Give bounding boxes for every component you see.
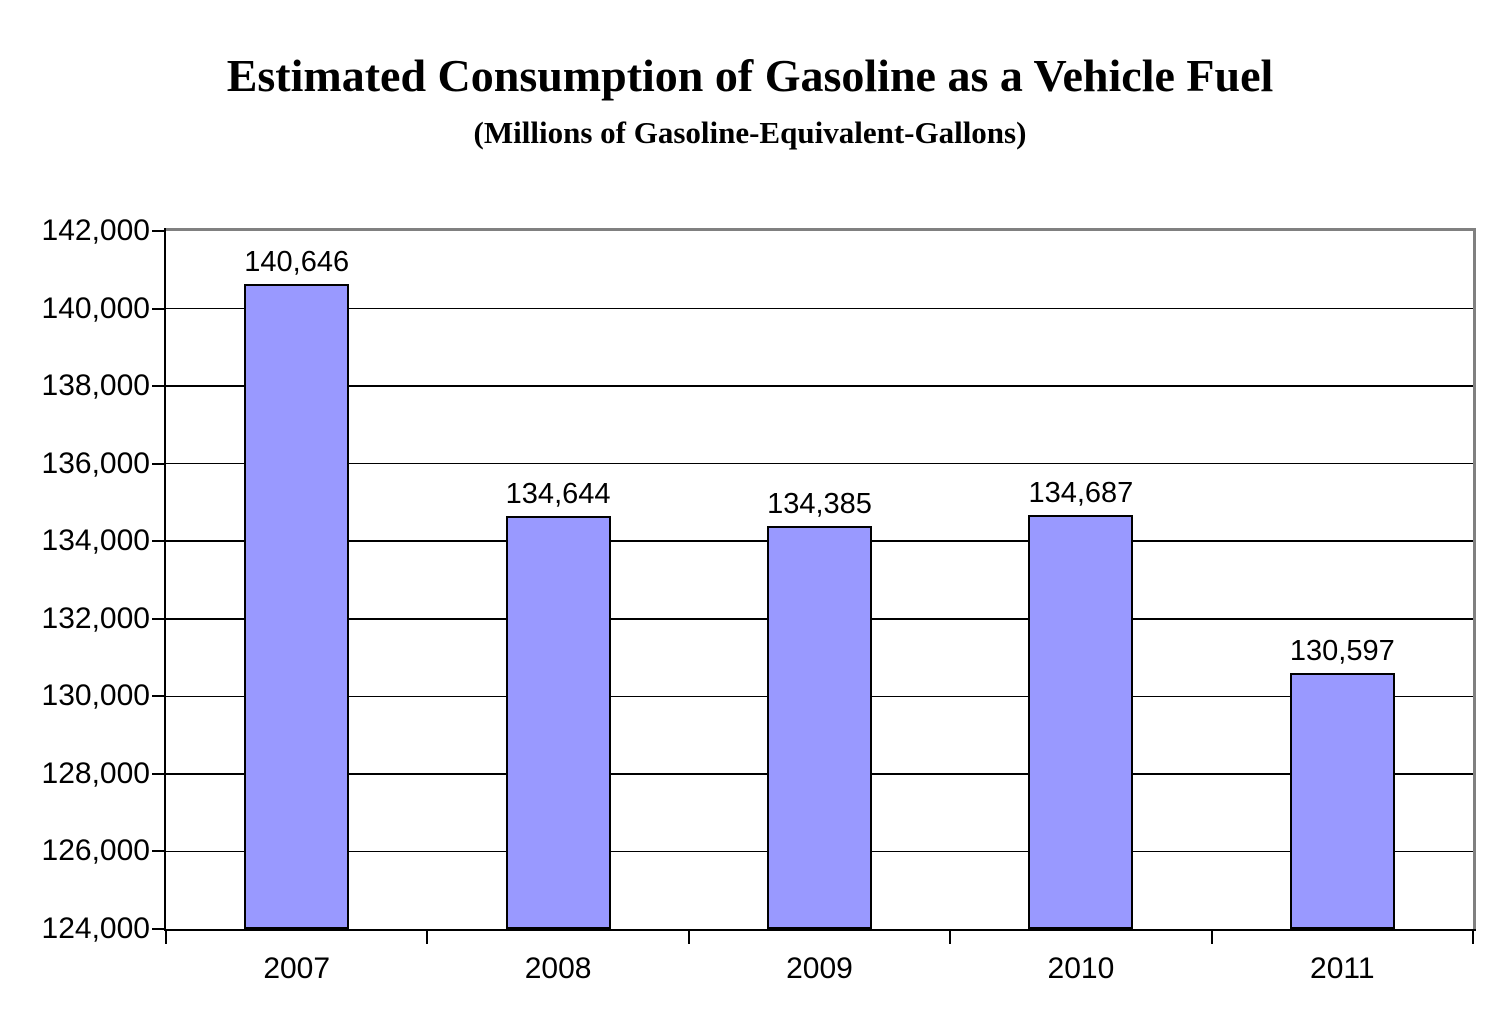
- y-axis-tick: [152, 385, 165, 388]
- bar-value-label: 134,687: [1028, 476, 1134, 509]
- x-axis-tick: [426, 931, 429, 944]
- bar-value-label: 134,385: [767, 488, 872, 521]
- chart-title: Estimated Consumption of Gasoline as a V…: [226, 50, 1274, 101]
- y-axis-tick: [152, 928, 165, 930]
- y-tick-label: 128,000: [41, 756, 150, 790]
- bar-2011: [1289, 673, 1395, 929]
- y-axis-tick: [152, 462, 165, 465]
- y-tick-label: 132,000: [41, 601, 150, 635]
- y-axis-tick: [152, 617, 165, 620]
- y-axis-tick: [152, 850, 165, 853]
- x-tick-label-2010: 2010: [1047, 952, 1115, 985]
- x-tick-label-2009: 2009: [786, 952, 853, 985]
- y-tick-label: 136,000: [41, 446, 150, 480]
- x-axis-tick: [1472, 931, 1474, 944]
- bar-2007: [244, 283, 350, 929]
- y-tick-label: 126,000: [41, 834, 150, 868]
- plot-border-top: [166, 228, 1476, 231]
- bar-value-label: 134,644: [505, 478, 611, 511]
- x-axis-line: [164, 929, 1476, 931]
- y-tick-label: 140,000: [41, 291, 150, 325]
- y-tick-label: 134,000: [41, 524, 150, 558]
- y-axis-tick: [152, 230, 165, 232]
- y-tick-label: 130,000: [41, 679, 150, 713]
- y-tick-label: 138,000: [41, 369, 150, 403]
- chart-subtitle: (Millions of Gasoline-Equivalent-Gallons…: [473, 115, 1027, 150]
- plot-area: 140,646 134,644 134,385 134,687 130,597: [166, 231, 1473, 929]
- y-axis-tick: [152, 695, 165, 698]
- x-tick-label-2008: 2008: [524, 952, 592, 985]
- y-axis-tick: [152, 307, 165, 310]
- bar-value-label: 140,646: [244, 245, 350, 278]
- y-tick-label: 124,000: [41, 912, 150, 945]
- x-axis-tick: [949, 931, 952, 944]
- gridline: [166, 385, 1473, 387]
- x-axis-tick: [1210, 931, 1213, 944]
- bar-2010: [1028, 514, 1134, 929]
- plot-border-right: [1473, 228, 1476, 929]
- gridline: [166, 307, 1473, 310]
- bar-2009: [767, 526, 872, 929]
- x-axis-tick: [687, 931, 690, 944]
- y-axis-tick: [152, 772, 165, 775]
- y-axis-line: [164, 228, 166, 931]
- x-tick-label-2011: 2011: [1310, 952, 1375, 985]
- y-axis-tick: [152, 540, 165, 543]
- gridline: [166, 462, 1473, 465]
- x-tick-label-2007: 2007: [263, 952, 331, 985]
- x-axis-tick: [165, 931, 167, 944]
- y-tick-label: 142,000: [41, 214, 150, 247]
- bar-2008: [505, 516, 611, 929]
- bar-value-label: 130,597: [1289, 635, 1395, 668]
